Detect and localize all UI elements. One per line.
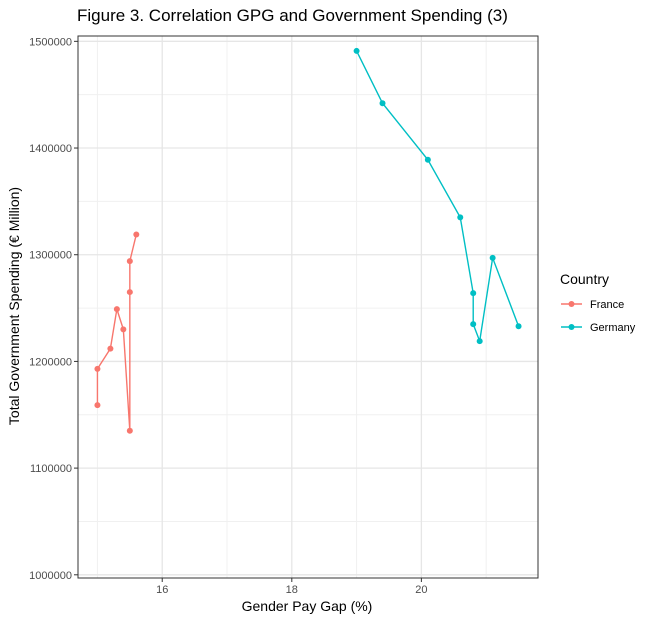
data-point-france (94, 365, 101, 372)
y-tick-label: 1100000 (30, 463, 72, 475)
y-tick-label: 1200000 (29, 356, 72, 368)
data-point-germany (470, 290, 477, 297)
y-axis-ticks: 1000000 1100000 1200000 1300000 1400000 15000… (29, 36, 78, 582)
legend-title: Country (560, 271, 609, 287)
legend-items: France Germany (561, 299, 636, 334)
x-axis-title: Gender Pay Gap (%) (242, 598, 373, 614)
legend-key-point-germany (568, 324, 575, 330)
data-point-germany (353, 47, 360, 54)
legend-label-germany: Germany (590, 322, 636, 334)
legend-key-point-france (568, 301, 575, 307)
x-tick-label: 16 (156, 584, 168, 596)
data-point-france (126, 289, 133, 296)
data-point-france (133, 231, 140, 238)
data-point-germany (424, 156, 431, 163)
data-point-france (120, 326, 127, 333)
data-point-germany (515, 323, 522, 330)
major-gridlines (78, 36, 538, 578)
data-point-germany (489, 254, 496, 261)
y-tick-label: 1300000 (29, 250, 72, 262)
y-tick-label: 1400000 (29, 143, 72, 155)
y-axis-title: Total Government Spending (€ Million) (6, 187, 22, 425)
data-point-france (113, 306, 120, 313)
data-point-france (107, 345, 114, 352)
chart-title: Figure 3. Correlation GPG and Government… (77, 6, 508, 25)
data-point-france (94, 402, 101, 409)
y-tick-label: 1500000 (29, 36, 72, 48)
y-tick-label: 1000000 (29, 570, 72, 582)
x-tick-label: 20 (415, 584, 427, 596)
x-tick-label: 18 (286, 584, 298, 596)
data-point-germany (457, 214, 464, 221)
data-point-france (126, 258, 133, 265)
minor-gridlines (78, 36, 538, 578)
data-point-france (126, 427, 133, 434)
plot-panel-border (77, 35, 539, 579)
data-point-germany (470, 321, 477, 328)
series-layer (94, 47, 522, 434)
legend-label-france: France (590, 299, 624, 311)
x-axis-ticks: 16 18 20 (156, 578, 428, 596)
data-point-germany (379, 100, 386, 107)
data-point-germany (476, 338, 483, 345)
legend: Country France Germany (560, 271, 636, 334)
